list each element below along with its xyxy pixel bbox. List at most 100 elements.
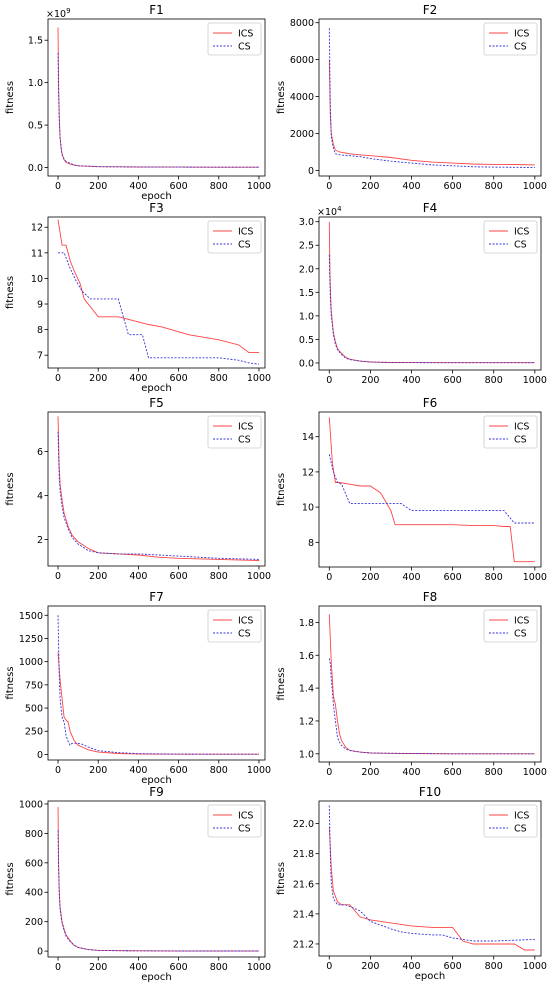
y-tick-label: 1.4	[299, 684, 314, 695]
x-axis-label: epoch	[141, 191, 171, 202]
y-axis-label: fitness	[5, 862, 16, 895]
y-tick-label: 11	[31, 248, 43, 259]
y-tick-label: 0	[308, 166, 314, 177]
y-axis-label: fitness	[5, 276, 16, 309]
x-tick-label: 0	[326, 961, 332, 972]
x-tick-label: 600	[444, 181, 462, 192]
x-axis-label: epoch	[141, 972, 171, 983]
legend: ICS CS	[483, 22, 538, 56]
x-tick-label: 200	[361, 375, 379, 386]
y-axis-label: fitness	[276, 862, 287, 895]
legend-box	[207, 220, 262, 254]
x-tick-label: 600	[170, 181, 188, 192]
x-tick-label: 600	[170, 962, 188, 973]
x-axis-label: epoch	[141, 775, 171, 786]
legend-box	[483, 804, 538, 838]
x-tick-label: 400	[402, 767, 420, 778]
y-tick-label: 12	[302, 467, 314, 478]
y-tick-label: 600	[25, 858, 43, 869]
x-tick-label: 200	[361, 767, 379, 778]
y-tick-label: 1500	[19, 611, 43, 622]
series-line-cs	[57, 615, 259, 755]
legend: ICS CS	[483, 804, 538, 838]
x-tick-label: 200	[89, 962, 107, 973]
subplot-f8: F8 0 200 400 600 800 1000 1.0 1.2 1.4 1.6 1.8 fitnes…	[276, 590, 547, 778]
legend-label-cs: CS	[514, 629, 527, 640]
y-tick-label: 400	[25, 888, 43, 899]
subplot-f9: F9 0 200 400 600 800 1000 0 200 400 600 800 1000 epoc…	[5, 785, 271, 983]
y-axis-label: fitness	[5, 81, 16, 114]
x-tick-label: 1000	[247, 765, 271, 776]
legend-box	[483, 22, 538, 56]
series-line-cs	[328, 454, 535, 524]
legend-label-cs: CS	[238, 824, 251, 835]
subplot-f6: F6 0 200 400 600 800 1000 8 10 12 14 fitness ICS CS	[276, 396, 547, 583]
x-tick-label: 1000	[523, 181, 547, 192]
legend-label-cs: CS	[514, 824, 527, 835]
y-tick-label: 10	[302, 503, 314, 514]
legend-label-ics: ICS	[514, 616, 529, 627]
x-tick-label: 400	[129, 181, 147, 192]
subplot-f3: F3 0 200 400 600 800 1000 7 8 9 10 11 12 epoch fitness…	[5, 201, 271, 394]
chart-title: F1	[149, 3, 164, 17]
y-tick-label: 0	[37, 750, 43, 761]
axis-multiplier-exponent: 4	[337, 205, 342, 213]
y-tick-label: 0.5	[299, 335, 314, 346]
y-tick-label: 1.0	[299, 749, 314, 760]
chart-title: F2	[423, 3, 438, 17]
axis-multiplier-exponent: 9	[66, 7, 70, 15]
series-line-ics	[328, 59, 535, 166]
chart-title: F10	[419, 785, 441, 799]
y-tick-label: 0.0	[28, 163, 43, 174]
x-tick-label: 1000	[523, 375, 547, 386]
x-tick-label: 600	[170, 373, 188, 384]
y-tick-label: 9	[37, 300, 43, 311]
series-line-cs	[57, 52, 259, 168]
legend: ICS CS	[483, 609, 538, 643]
axes-frame	[47, 605, 266, 761]
x-tick-label: 800	[485, 181, 503, 192]
subplot-f10: F10 0 200 400 600 800 1000 21.2 21.4 21.6 21.8 22.0…	[276, 785, 547, 982]
legend: ICS CS	[483, 415, 538, 449]
series-line-cs	[328, 658, 535, 755]
axes-frame	[47, 216, 266, 369]
axis-multiplier: ×104	[317, 205, 342, 218]
axes-frame	[47, 18, 266, 177]
x-tick-label: 0	[326, 375, 332, 386]
y-tick-label: 1.0	[28, 78, 43, 89]
y-tick-label: 500	[25, 704, 43, 715]
legend-label-cs: CS	[514, 435, 527, 446]
y-tick-label: 22.0	[293, 819, 314, 830]
y-tick-label: 6000	[290, 55, 314, 66]
legend-label-cs: CS	[514, 42, 527, 53]
x-tick-label: 200	[89, 181, 107, 192]
legend-label-ics: ICS	[238, 29, 253, 40]
x-tick-label: 400	[129, 571, 147, 582]
x-tick-label: 200	[89, 571, 107, 582]
series-line-cs	[328, 28, 535, 168]
x-tick-label: 200	[89, 765, 107, 776]
x-tick-label: 1000	[247, 571, 271, 582]
x-tick-label: 200	[361, 961, 379, 972]
x-tick-label: 600	[170, 571, 188, 582]
x-tick-label: 0	[55, 373, 61, 384]
series-line-cs	[328, 805, 535, 942]
subplot-f5: F5 0 200 400 600 800 1000 2 4 6 fitness ICS CS	[5, 396, 271, 582]
y-tick-label: 750	[25, 680, 43, 691]
series-line-ics	[328, 417, 535, 563]
series-line-ics	[328, 614, 535, 755]
series-line-cs	[58, 252, 260, 365]
x-tick-label: 600	[444, 961, 462, 972]
legend-box	[483, 220, 538, 254]
legend-box	[207, 22, 262, 56]
series-line-ics	[57, 652, 259, 755]
x-tick-label: 600	[444, 375, 462, 386]
y-tick-label: 1.0	[299, 311, 314, 322]
y-tick-label: 10	[31, 274, 43, 285]
x-tick-label: 1000	[523, 961, 547, 972]
axes-frame	[318, 18, 542, 177]
y-tick-label: 0.0	[299, 358, 314, 369]
x-tick-label: 1000	[247, 181, 271, 192]
x-tick-label: 600	[444, 767, 462, 778]
